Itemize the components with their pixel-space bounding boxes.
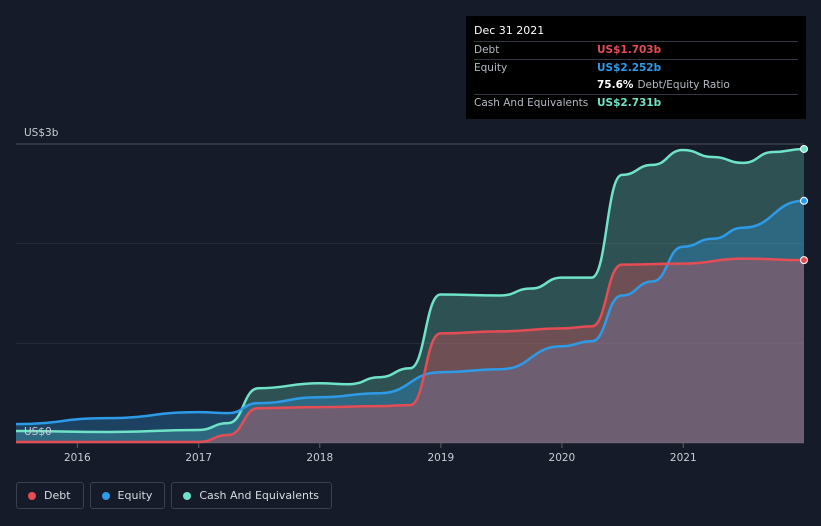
cash-and-equivalents-end-point (800, 144, 808, 153)
tooltip-cash-row: Cash And Equivalents US$2.731b (474, 94, 798, 112)
debt-area (16, 258, 804, 443)
legend-equity-marker (101, 491, 110, 500)
tooltip-debt-value: US$1.703b (597, 44, 662, 56)
x-tick-label: 2019 (427, 452, 454, 464)
equity-area (16, 200, 804, 443)
x-tick-label: 2016 (64, 452, 91, 464)
debt-line (16, 257, 805, 444)
tooltip-cash-value: US$2.731b (597, 97, 662, 109)
tooltip-debt-row: Debt US$1.703b (474, 41, 798, 59)
legend-item-cash[interactable]: Cash And Equivalents (171, 482, 332, 509)
tooltip-ratio-value: 75.6% (597, 79, 634, 91)
tooltip-cash-label: Cash And Equivalents (474, 97, 589, 109)
equity-line (15, 199, 805, 426)
tooltip-ratio-label: Debt/Equity Ratio (637, 79, 730, 91)
y-tick-label-bottom: US$0 (24, 426, 52, 438)
data-tooltip: Dec 31 2021 Debt US$1.703b Equity US$2.2… (466, 16, 806, 119)
tooltip-equity-label: Equity (474, 62, 508, 74)
legend-cash-marker (183, 491, 192, 500)
tooltip-ratio-row: 75.6% Debt/Equity Ratio (474, 77, 798, 94)
legend-item-debt[interactable]: Debt (16, 482, 84, 509)
y-tick-label-top: US$3b (24, 127, 59, 139)
cash-and-equivalents-area (16, 149, 804, 443)
x-axis-ticks: 2016 2017 2018 2019 2020 2021 (64, 443, 697, 464)
tooltip-debt-label: Debt (474, 44, 500, 56)
legend-debt-label: Debt (44, 489, 71, 502)
legend-cash-label: Cash And Equivalents (199, 489, 319, 502)
x-tick-label: 2018 (306, 452, 333, 464)
cash-and-equivalents-line (15, 147, 805, 434)
x-tick-label: 2020 (549, 452, 576, 464)
legend-equity-label: Equity (117, 489, 153, 502)
x-tick-label: 2017 (185, 452, 212, 464)
legend-item-equity[interactable]: Equity (89, 482, 166, 509)
series-lines (15, 147, 805, 444)
series-end-markers (800, 144, 808, 265)
tooltip-equity-value: US$2.252b (597, 62, 662, 74)
series-areas (16, 149, 804, 443)
tooltip-date: Dec 31 2021 (474, 24, 545, 37)
tooltip-equity-row: Equity US$2.252b (474, 59, 798, 77)
equity-end-point (800, 196, 808, 205)
legend-debt-marker (28, 491, 36, 500)
x-tick-label: 2021 (670, 452, 697, 464)
debt-end-point (800, 256, 808, 265)
chart-legend: Debt Equity Cash And Equivalents (16, 482, 332, 509)
